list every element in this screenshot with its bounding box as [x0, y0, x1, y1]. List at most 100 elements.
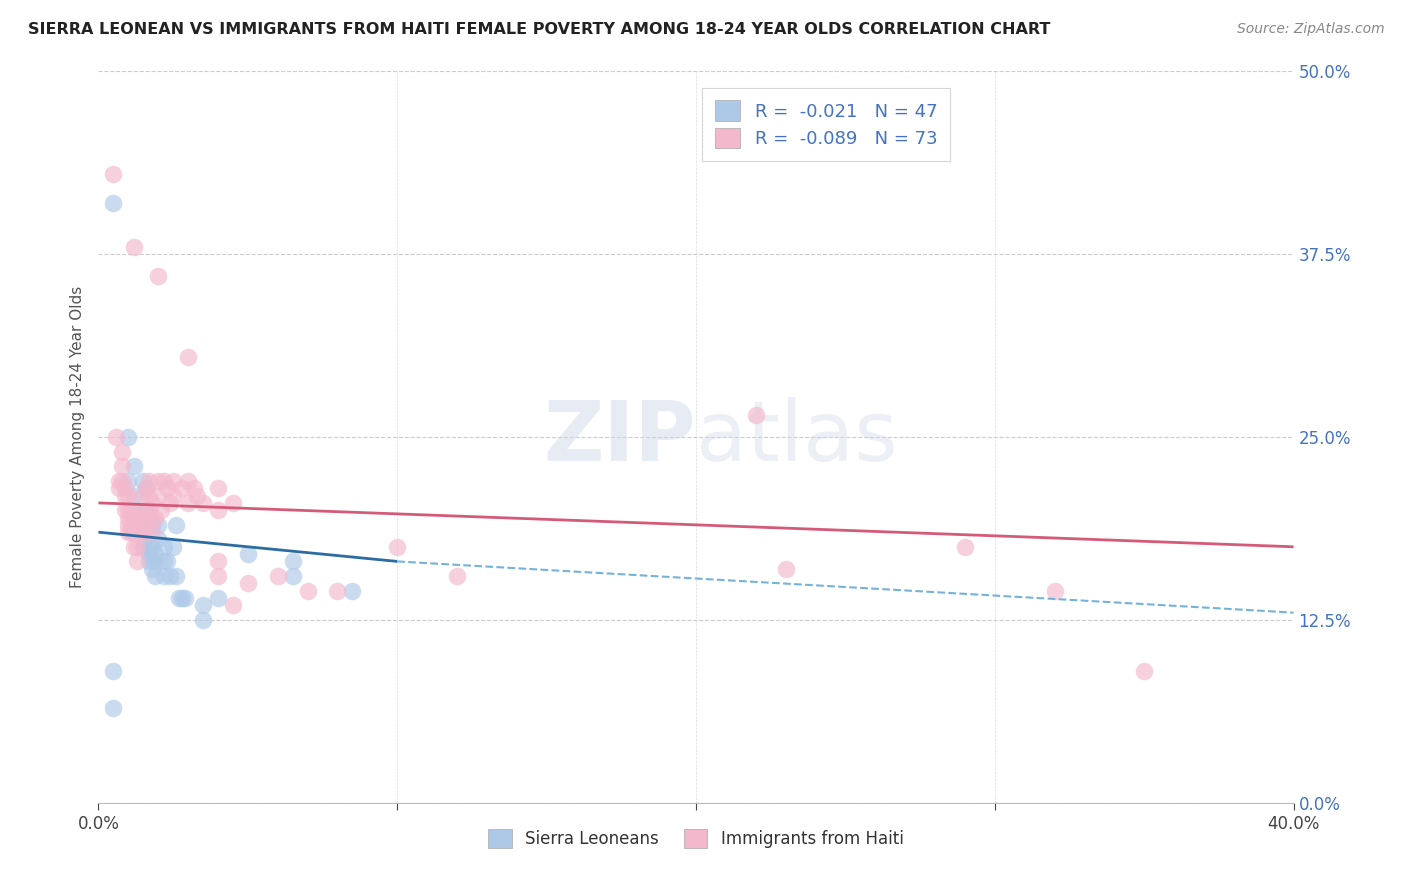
Point — [120, 503, 142, 517]
Point — [342, 583, 364, 598]
Point — [167, 591, 190, 605]
Point — [141, 562, 163, 576]
Point — [297, 583, 319, 598]
Point — [127, 525, 149, 540]
Point — [953, 540, 976, 554]
Point — [127, 517, 149, 532]
Point — [207, 481, 229, 495]
Point — [114, 481, 136, 495]
Point — [117, 503, 139, 517]
Point — [141, 525, 163, 540]
Point — [114, 489, 136, 503]
Point — [114, 503, 136, 517]
Point — [132, 489, 155, 503]
Point — [162, 540, 184, 554]
Point — [111, 444, 134, 458]
Point — [129, 525, 152, 540]
Point — [162, 489, 184, 503]
Point — [177, 496, 200, 510]
Point — [129, 510, 152, 524]
Text: Source: ZipAtlas.com: Source: ZipAtlas.com — [1237, 22, 1385, 37]
Point — [132, 533, 155, 547]
Text: ZIP: ZIP — [544, 397, 696, 477]
Point — [127, 503, 149, 517]
Legend: Sierra Leoneans, Immigrants from Haiti: Sierra Leoneans, Immigrants from Haiti — [481, 821, 911, 856]
Point — [138, 547, 160, 561]
Point — [124, 240, 146, 254]
Point — [156, 554, 179, 568]
Point — [111, 459, 134, 474]
Point — [153, 474, 176, 488]
Point — [127, 525, 149, 540]
Point — [143, 569, 166, 583]
Point — [124, 540, 146, 554]
Point — [108, 474, 131, 488]
Point — [191, 496, 214, 510]
Point — [120, 517, 142, 532]
Point — [138, 554, 160, 568]
Point — [135, 503, 157, 517]
Point — [236, 547, 259, 561]
Point — [117, 430, 139, 444]
Point — [148, 533, 170, 547]
Point — [385, 540, 409, 554]
Point — [267, 569, 290, 583]
Point — [135, 481, 157, 495]
Point — [207, 591, 229, 605]
Point — [127, 554, 149, 568]
Point — [177, 474, 200, 488]
Point — [108, 481, 131, 495]
Point — [103, 700, 125, 714]
Point — [143, 547, 166, 561]
Point — [207, 569, 229, 583]
Point — [138, 503, 160, 517]
Point — [148, 517, 170, 532]
Point — [135, 481, 157, 495]
Point — [159, 569, 181, 583]
Point — [143, 510, 166, 524]
Point — [141, 510, 163, 524]
Point — [183, 481, 205, 495]
Point — [326, 583, 349, 598]
Point — [132, 474, 155, 488]
Point — [177, 350, 200, 364]
Y-axis label: Female Poverty Among 18-24 Year Olds: Female Poverty Among 18-24 Year Olds — [69, 286, 84, 588]
Point — [281, 569, 304, 583]
Point — [153, 540, 176, 554]
Point — [153, 554, 176, 568]
Point — [141, 496, 163, 510]
Point — [117, 474, 139, 488]
Point — [156, 481, 179, 495]
Point — [159, 496, 181, 510]
Point — [1043, 583, 1066, 598]
Point — [103, 196, 125, 211]
Point — [124, 510, 146, 524]
Point — [124, 489, 146, 503]
Point — [172, 591, 194, 605]
Point — [745, 408, 768, 422]
Point — [222, 496, 245, 510]
Point — [148, 489, 170, 503]
Point — [135, 517, 157, 532]
Point — [207, 503, 229, 517]
Point — [191, 599, 214, 613]
Point — [165, 517, 187, 532]
Point — [135, 525, 157, 540]
Point — [141, 517, 163, 532]
Point — [105, 430, 128, 444]
Point — [117, 517, 139, 532]
Point — [124, 525, 146, 540]
Point — [132, 540, 155, 554]
Point — [153, 569, 176, 583]
Point — [150, 503, 173, 517]
Point — [174, 591, 197, 605]
Point — [236, 576, 259, 591]
Point — [446, 569, 468, 583]
Point — [165, 569, 187, 583]
Point — [111, 474, 134, 488]
Point — [117, 489, 139, 503]
Point — [775, 562, 797, 576]
Point — [138, 540, 160, 554]
Point — [132, 517, 155, 532]
Point — [207, 554, 229, 568]
